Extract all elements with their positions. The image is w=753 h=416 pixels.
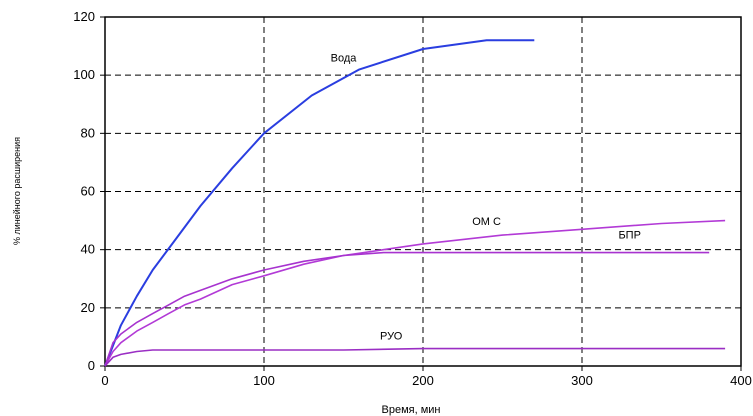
series-line-0 <box>104 39 535 367</box>
x-tick-label: 400 <box>730 373 752 388</box>
series-labels: Вода ОМ С БПР РУО <box>331 52 641 342</box>
y-tick-label: 80 <box>81 125 95 140</box>
x-tick-label: 200 <box>412 373 434 388</box>
x-tick-label: 0 <box>101 373 108 388</box>
series-label: ОМ С <box>472 216 501 228</box>
grid <box>105 17 741 366</box>
y-tick-label: 120 <box>73 9 95 24</box>
y-tick-label: 20 <box>81 300 95 315</box>
x-axis-label: Время, мин <box>382 404 441 416</box>
y-tick-label: 0 <box>88 358 95 373</box>
y-tick-label: 60 <box>81 184 95 199</box>
y-axis-label: % линейного расширения <box>12 137 22 245</box>
series-label: РУО <box>380 331 403 343</box>
series-line-2 <box>104 251 710 367</box>
series-line-3 <box>104 347 726 367</box>
series-label: Вода <box>331 52 358 64</box>
series-label: БПР <box>618 230 640 242</box>
x-tick-label: 100 <box>253 373 275 388</box>
y-tick-label: 100 <box>73 67 95 82</box>
axis-ticks: 0 100 200 300 400 0 20 40 60 80 100 120 <box>73 9 752 388</box>
series-group <box>104 39 726 367</box>
x-tick-label: 300 <box>571 373 593 388</box>
y-tick-label: 40 <box>81 242 95 257</box>
series-line-1 <box>104 219 726 367</box>
